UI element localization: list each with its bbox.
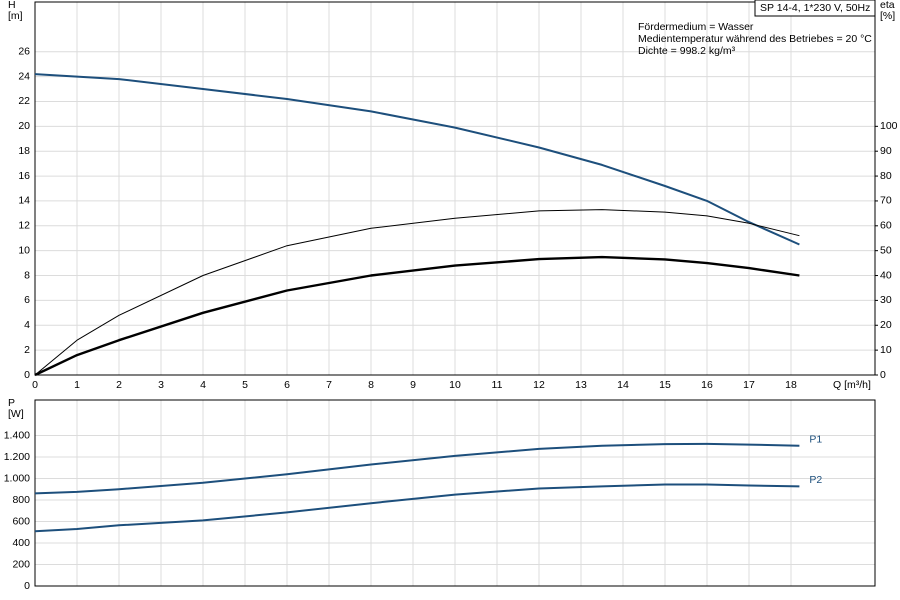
y2-tick-label: 40 (880, 269, 892, 281)
y2-tick-label: 90 (880, 145, 892, 157)
annotation: Fördermedium = Wasser (638, 21, 754, 33)
y-axis-unit: [W] (8, 408, 24, 420)
y-tick-label: 8 (24, 269, 30, 281)
title-box (754, 0, 876, 17)
y2-tick-label: 20 (880, 319, 892, 331)
y-tick-label: 1.200 (4, 451, 30, 463)
y-axis-label: P (8, 397, 15, 409)
y2-tick-label: 10 (880, 344, 892, 356)
y-tick-label: 6 (24, 294, 30, 306)
y-tick-label: 0 (24, 580, 30, 592)
y-tick-label: 26 (18, 46, 30, 58)
y2-tick-label: 100 (880, 120, 898, 132)
curve (34, 442, 800, 495)
curve-label: P2 (809, 474, 822, 486)
curve (34, 73, 800, 246)
x-tick-label: 4 (200, 379, 206, 391)
y-tick-label: 18 (18, 145, 30, 157)
y-tick-label: 4 (24, 319, 30, 331)
y2-axis-unit: [%] (880, 10, 895, 22)
y2-tick-label: 50 (880, 244, 892, 256)
x-tick-label: 18 (785, 379, 797, 391)
curve (34, 209, 800, 376)
y2-tick-label: 30 (880, 294, 892, 306)
chart-title: SP 14-4, 1*230 V, 50Hz (760, 2, 870, 14)
x-tick-label: 0 (32, 379, 38, 391)
y-tick-label: 600 (12, 515, 30, 527)
y-tick-label: 800 (12, 494, 30, 506)
y-tick-label: 400 (12, 537, 30, 549)
y-tick-label: 10 (18, 244, 30, 256)
y2-tick-label: 80 (880, 170, 892, 182)
x-tick-label: 16 (701, 379, 713, 391)
x-tick-label: 8 (368, 379, 374, 391)
curve (34, 255, 800, 377)
y-tick-label: 2 (24, 344, 30, 356)
x-tick-label: 1 (74, 379, 80, 391)
y-tick-label: 22 (18, 95, 30, 107)
x-tick-label: 11 (492, 379, 503, 391)
x-tick-label: 13 (575, 379, 587, 391)
y-tick-label: 16 (18, 170, 30, 182)
y-tick-label: 20 (18, 120, 30, 132)
y-tick-label: 24 (18, 70, 30, 82)
y2-tick-label: 70 (880, 195, 892, 207)
x-tick-label: 12 (533, 379, 545, 391)
y-tick-label: 0 (24, 369, 30, 381)
curve (34, 483, 800, 533)
y2-tick-label: 0 (880, 369, 886, 381)
y-axis-unit: [m] (8, 10, 23, 22)
y-tick-label: 200 (12, 558, 30, 570)
annotation: Dichte = 998.2 kg/m³ (638, 45, 736, 57)
x-tick-label: 3 (158, 379, 164, 391)
y-tick-label: 1.400 (4, 429, 30, 441)
x-tick-label: 6 (284, 379, 290, 391)
y2-tick-label: 60 (880, 220, 892, 232)
x-tick-label: 9 (410, 379, 416, 391)
x-tick-label: 5 (242, 379, 248, 391)
y-tick-label: 12 (18, 220, 30, 232)
x-tick-label: 7 (326, 379, 332, 391)
x-tick-label: 17 (743, 379, 755, 391)
x-tick-label: 15 (659, 379, 671, 391)
y-tick-label: 14 (18, 195, 30, 207)
y-tick-label: 1.000 (4, 472, 30, 484)
y-axis-label: H (8, 0, 16, 11)
x-tick-label: 10 (449, 379, 461, 391)
plot-frame (34, 1, 876, 376)
x-tick-label: 2 (116, 379, 122, 391)
x-tick-label: 14 (617, 379, 629, 391)
curve-label: P1 (809, 433, 822, 445)
y2-axis-label: eta (880, 0, 895, 11)
x-axis-label: Q [m³/h] (833, 379, 871, 391)
annotation: Medientemperatur während des Betriebes =… (638, 33, 872, 45)
